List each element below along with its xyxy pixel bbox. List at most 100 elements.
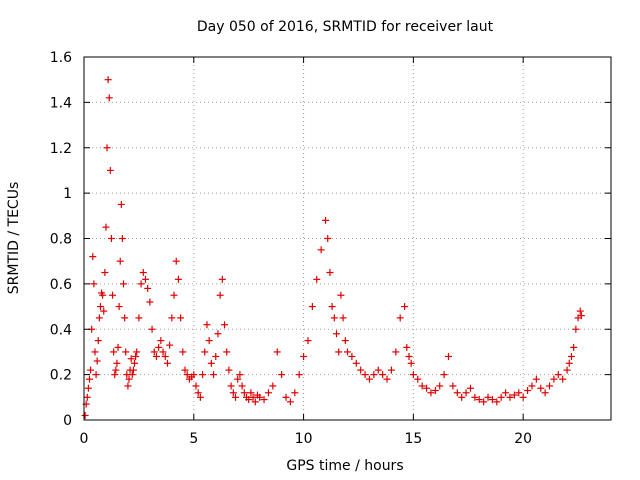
data-point	[365, 375, 373, 383]
data-point	[462, 389, 470, 397]
data-point	[519, 393, 527, 401]
data-point	[515, 389, 523, 397]
data-point	[190, 371, 198, 379]
data-point	[249, 393, 257, 401]
data-point	[84, 384, 92, 392]
data-point	[379, 371, 387, 379]
data-point	[324, 235, 332, 242]
data-point	[546, 382, 554, 390]
y-tick-label: 1.2	[50, 141, 72, 157]
data-point	[172, 257, 180, 265]
data-point	[341, 337, 349, 345]
data-point	[445, 352, 453, 360]
x-axis-title: GPS time / hours	[286, 458, 403, 474]
data-point	[212, 352, 220, 360]
data-point	[163, 359, 171, 367]
data-point	[170, 291, 178, 299]
y-tick-label: 0.6	[50, 277, 72, 293]
data-point	[576, 307, 584, 315]
data-point	[229, 389, 237, 397]
data-point	[374, 366, 382, 374]
data-point	[174, 275, 182, 283]
data-point	[506, 393, 514, 401]
data-point	[396, 314, 404, 322]
data-point	[129, 366, 137, 374]
data-point	[370, 371, 378, 379]
data-point	[278, 371, 286, 379]
data-point	[251, 398, 259, 406]
data-point	[563, 366, 571, 374]
data-point	[121, 314, 129, 322]
data-point	[181, 366, 189, 374]
data-point	[333, 330, 341, 338]
y-tick-label: 1.4	[50, 95, 72, 111]
data-point	[85, 375, 93, 383]
y-tick-label: 1.6	[50, 50, 72, 66]
data-point	[124, 382, 132, 390]
data-point	[102, 223, 110, 231]
data-point	[155, 343, 163, 351]
data-point	[116, 257, 124, 265]
data-point	[264, 389, 272, 397]
data-point	[218, 275, 226, 283]
data-point	[330, 314, 338, 322]
chart-title: Day 050 of 2016, SRMTID for receiver lau…	[197, 19, 494, 35]
y-tick-labels: 0 0.2 0.4 0.6 0.8 1 1.2 1.4 1.6	[50, 50, 72, 429]
data-point	[484, 393, 492, 401]
data-point	[300, 352, 308, 360]
data-point	[427, 389, 435, 397]
data-point	[118, 235, 126, 242]
data-point	[110, 348, 118, 356]
data-point	[199, 371, 207, 379]
data-point	[81, 411, 89, 419]
data-point	[112, 366, 120, 374]
data-point	[127, 355, 135, 363]
data-point	[532, 375, 540, 383]
data-point	[352, 359, 360, 367]
plot-frame	[83, 56, 612, 421]
data-point	[133, 348, 141, 356]
x-tick-labels: 0 5 10 15 20	[80, 431, 533, 447]
data-point	[105, 94, 113, 102]
data-point	[96, 303, 104, 311]
data-point	[196, 393, 204, 401]
data-point	[101, 269, 109, 277]
data-point	[109, 291, 117, 299]
data-point	[291, 389, 299, 397]
data-point	[106, 166, 114, 174]
data-point	[524, 387, 532, 395]
data-point	[326, 269, 334, 277]
data-point	[227, 382, 235, 390]
data-point	[177, 314, 185, 322]
data-point	[232, 393, 240, 401]
data-point	[269, 382, 277, 390]
x-tick-label: 5	[189, 431, 198, 447]
data-point	[387, 366, 395, 374]
data-point	[183, 371, 191, 379]
y-tick-label: 0.2	[50, 368, 72, 384]
data-point	[131, 359, 139, 367]
data-point	[570, 343, 578, 351]
data-point	[405, 352, 413, 360]
data-point	[161, 352, 169, 360]
data-point	[295, 371, 303, 379]
data-point	[440, 371, 448, 379]
x-tick-label: 20	[514, 431, 532, 447]
data-point	[497, 393, 505, 401]
data-point	[567, 352, 575, 360]
x-tick-label: 0	[80, 431, 89, 447]
data-point	[95, 314, 103, 322]
data-point	[125, 375, 133, 383]
data-point	[166, 341, 174, 349]
data-point	[436, 382, 444, 390]
data-point	[205, 337, 213, 345]
data-point	[146, 298, 154, 306]
data-point	[344, 348, 351, 356]
x-tick-label: 10	[295, 431, 313, 447]
data-point	[554, 371, 562, 379]
data-point	[510, 391, 518, 399]
data-point	[120, 280, 128, 288]
data-point	[273, 348, 281, 356]
data-point	[150, 348, 158, 356]
data-point	[179, 348, 187, 356]
